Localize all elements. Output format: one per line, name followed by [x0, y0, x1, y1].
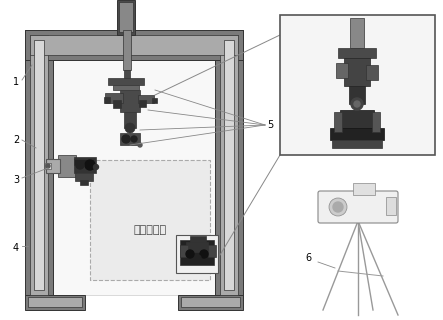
Text: 5: 5	[267, 120, 273, 130]
Bar	[190, 236, 206, 242]
Bar	[349, 86, 365, 104]
Bar	[45, 163, 51, 169]
Circle shape	[46, 164, 50, 168]
Circle shape	[186, 250, 194, 258]
Bar	[46, 159, 60, 173]
Bar	[224, 40, 234, 290]
Bar	[138, 95, 154, 103]
Bar	[105, 93, 123, 103]
Bar	[181, 297, 240, 307]
Bar	[180, 240, 214, 265]
Bar	[113, 85, 139, 90]
Circle shape	[138, 143, 142, 147]
Bar	[336, 63, 348, 78]
Text: 3: 3	[13, 175, 19, 185]
Circle shape	[125, 123, 135, 133]
Bar	[176, 235, 218, 273]
Circle shape	[131, 136, 137, 142]
Bar	[74, 157, 96, 173]
Bar	[30, 35, 48, 295]
Bar	[75, 173, 93, 181]
Text: 6: 6	[305, 253, 311, 263]
Circle shape	[333, 202, 343, 212]
Bar	[25, 30, 53, 300]
Bar	[108, 78, 144, 85]
Bar	[25, 295, 85, 310]
Bar	[90, 160, 210, 280]
Bar	[34, 40, 44, 290]
Text: 4: 4	[13, 243, 19, 253]
Circle shape	[122, 135, 130, 143]
Bar	[80, 180, 88, 185]
Bar	[180, 245, 188, 257]
Bar	[117, 0, 135, 35]
Bar	[120, 90, 140, 112]
Circle shape	[93, 164, 98, 170]
Bar	[104, 97, 110, 103]
Circle shape	[76, 161, 84, 169]
Bar	[120, 133, 140, 145]
Bar	[30, 35, 238, 55]
Bar	[152, 98, 157, 103]
Bar	[123, 30, 131, 70]
Bar	[113, 100, 121, 108]
Bar	[74, 159, 94, 165]
Bar	[139, 100, 146, 107]
Circle shape	[329, 198, 347, 216]
Bar	[220, 35, 238, 295]
Circle shape	[200, 250, 208, 258]
Bar	[280, 15, 435, 155]
Bar	[338, 48, 376, 58]
Bar	[58, 155, 76, 177]
Bar	[124, 70, 130, 78]
Text: 装备放置区: 装备放置区	[133, 225, 167, 235]
Circle shape	[351, 98, 363, 110]
Bar	[124, 112, 136, 128]
Circle shape	[354, 101, 360, 107]
Bar	[366, 65, 378, 80]
Bar	[350, 18, 364, 48]
Text: 2: 2	[13, 135, 19, 145]
Bar	[53, 60, 215, 295]
Bar	[334, 112, 342, 132]
Bar	[353, 183, 375, 195]
Bar	[119, 2, 133, 32]
Bar	[372, 112, 380, 132]
Bar	[178, 295, 243, 310]
Bar	[332, 140, 382, 148]
Bar	[208, 245, 216, 257]
Bar	[330, 128, 384, 140]
Bar	[340, 110, 374, 128]
Bar	[25, 30, 243, 60]
Circle shape	[195, 255, 201, 261]
Bar	[28, 297, 82, 307]
Text: 1: 1	[13, 77, 19, 87]
Bar	[186, 242, 208, 252]
Bar	[386, 197, 396, 215]
Circle shape	[85, 160, 95, 170]
FancyBboxPatch shape	[318, 191, 398, 223]
Bar	[215, 30, 243, 300]
Bar	[344, 58, 370, 86]
